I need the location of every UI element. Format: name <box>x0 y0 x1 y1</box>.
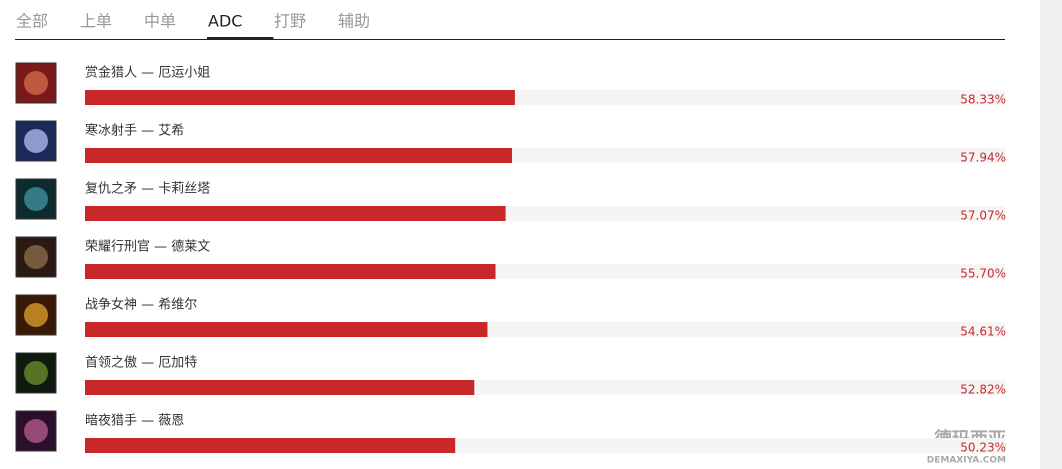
value-label: 50.23% <box>960 441 1006 455</box>
tab[interactable]: 打野 <box>274 12 306 31</box>
value-label: 58.33% <box>960 93 1006 107</box>
champion-name: 荣耀行刑官 — 德莱文 <box>85 239 210 255</box>
value-label: 57.94% <box>960 151 1006 165</box>
avatar <box>15 236 57 278</box>
champion-name: 复仇之矛 — 卡莉丝塔 <box>85 182 210 197</box>
scrollbar <box>1040 0 1062 469</box>
avatar-face <box>24 187 48 211</box>
bar <box>85 438 456 453</box>
avatar-face <box>24 419 48 443</box>
tab[interactable]: 中单 <box>144 12 176 31</box>
avatar <box>15 352 57 394</box>
bar <box>85 206 506 221</box>
tab[interactable]: 全部 <box>16 12 48 31</box>
bar <box>85 90 515 105</box>
avatar-face <box>24 361 48 385</box>
avatar-face <box>24 71 48 95</box>
champion-name: 暗夜猎手 — 薇恩 <box>85 414 184 429</box>
bar <box>85 264 496 279</box>
watermark-url: DEMAXIYA.COM <box>927 456 1006 466</box>
active-tab-underline <box>207 37 274 40</box>
bar <box>85 322 488 337</box>
champion-name: 首领之傲 — 厄加特 <box>85 356 197 371</box>
avatar-face <box>24 245 48 269</box>
tab[interactable]: 辅助 <box>338 12 370 31</box>
value-label: 54.61% <box>960 325 1006 339</box>
tab[interactable]: 上单 <box>80 12 112 31</box>
avatar-face <box>24 129 48 153</box>
bar <box>85 148 513 163</box>
value-label: 52.82% <box>960 383 1006 397</box>
value-label: 55.70% <box>960 267 1006 281</box>
value-label: 57.07% <box>960 209 1006 223</box>
avatar-face <box>24 303 48 327</box>
champion-name: 赏金猎人 — 厄运小姐 <box>85 65 210 81</box>
bar <box>85 380 475 395</box>
champion-name: 战争女神 — 希维尔 <box>85 297 197 313</box>
tab[interactable]: ADC <box>208 12 242 31</box>
champion-name: 寒冰射手 — 艾希 <box>85 123 184 139</box>
